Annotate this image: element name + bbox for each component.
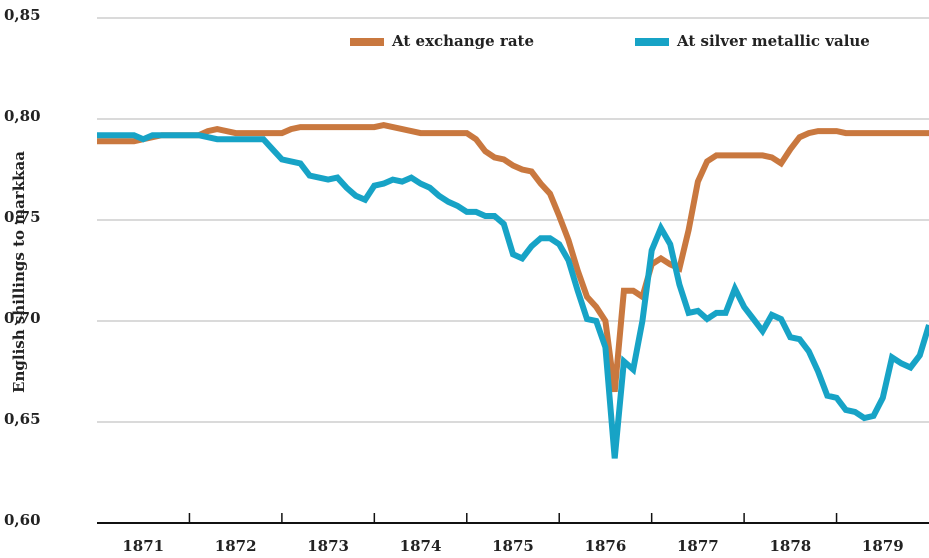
x-tick-label: 1878 (769, 537, 811, 555)
x-tick-label: 1879 (862, 537, 904, 555)
legend-label: At exchange rate (391, 32, 534, 50)
x-tick-label: 1876 (585, 537, 627, 555)
x-tick-label: 1873 (307, 537, 349, 555)
y-tick-label: 0,75 (4, 208, 41, 226)
data-line (97, 132, 929, 459)
x-tick-label: 1875 (492, 537, 534, 555)
legend-swatch (350, 38, 384, 46)
x-tick-label: 1871 (122, 537, 164, 555)
data-line (97, 122, 929, 393)
y-axis-label: English shillings to markkaa (10, 151, 28, 393)
y-tick-label: 0,70 (4, 309, 41, 327)
x-tick-label: 1872 (215, 537, 257, 555)
y-tick-label: 0,60 (4, 511, 41, 529)
legend-swatch (635, 38, 669, 46)
x-tick-label: 1874 (400, 537, 442, 555)
legend-label: At silver metallic value (676, 32, 870, 50)
x-tick-label: 1877 (677, 537, 719, 555)
y-tick-label: 0,65 (4, 410, 41, 428)
y-tick-label: 0,80 (4, 107, 41, 125)
y-tick-label: 0,85 (4, 6, 41, 24)
